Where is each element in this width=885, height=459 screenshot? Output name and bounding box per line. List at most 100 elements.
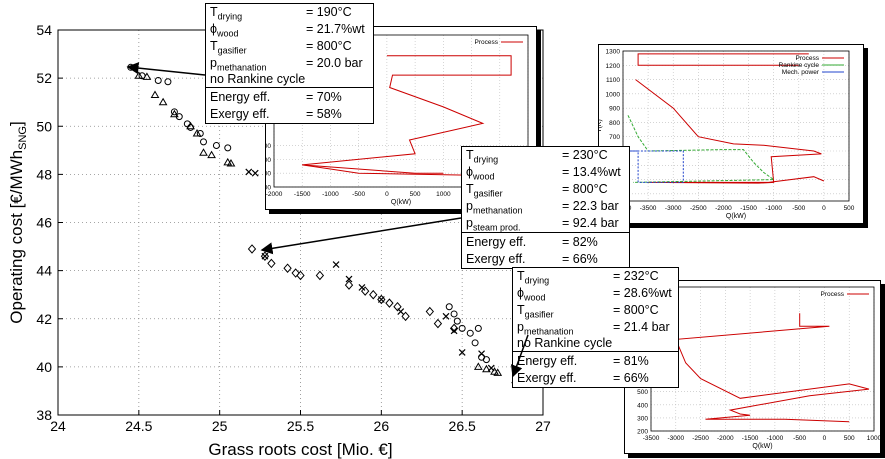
param-row: Tgasifier = 800°C — [206, 38, 373, 56]
y-tick-label: 42 — [36, 311, 52, 327]
data-point-triangle — [473, 362, 483, 370]
annotation-1-params: Tdrying = 190°C ϕwood = 21.7%wt Tgasifier =… — [206, 4, 373, 87]
data-point-diamond — [401, 311, 410, 322]
param-symbol: T — [210, 39, 218, 53]
param-label: psteam prod. — [466, 215, 520, 237]
param-symbol: T — [466, 182, 474, 196]
data-point-diamond — [296, 270, 305, 281]
data-point-circle — [445, 303, 453, 311]
inset-y-tick-label: 300 — [266, 171, 271, 178]
data-point-diamond — [291, 268, 300, 278]
param-symbol: ϕ — [466, 165, 474, 179]
param-subscript: methanation — [472, 205, 523, 216]
inset-x-tick-label: -500 — [793, 435, 806, 442]
inset-x-tick-label: -2000 — [266, 191, 283, 198]
inset-y-tick-label: 700 — [609, 134, 620, 141]
param-row: ϕwood = 28.6%wt — [513, 285, 678, 303]
inset-y-tick-label: 400 — [637, 402, 648, 409]
inset-x-tick-label: -3500 — [643, 435, 660, 442]
eff-label: Exergy eff. — [466, 252, 526, 266]
param-value: = 13.4%wt — [562, 165, 621, 179]
annotation-box-1: Tdrying = 190°C ϕwood = 21.7%wt Tgasifier =… — [205, 3, 374, 124]
data-point-triangle — [142, 72, 152, 80]
eff-value: = 66% — [562, 252, 598, 266]
param-symbol: T — [466, 148, 474, 162]
eff-label: Exergy eff. — [517, 371, 577, 385]
param-symbol: p — [466, 199, 473, 213]
x-tick-label: 27 — [535, 418, 551, 434]
inset-x-tick-label: -3000 — [667, 435, 684, 442]
data-point-diamond — [449, 323, 459, 334]
data-point-circle — [200, 138, 207, 146]
data-point-diamond — [433, 318, 443, 329]
inset-x-tick-label: 500 — [844, 435, 855, 442]
data-point-circle — [466, 329, 474, 337]
param-label: pmethanation — [210, 55, 267, 77]
param-row: Tgasifier = 800°C — [513, 302, 678, 320]
param-row: no Rankine cycle — [206, 72, 373, 87]
inset-x-tick-label: 0 — [823, 435, 827, 442]
data-point-circle — [170, 108, 178, 116]
param-label: ϕwood — [517, 285, 546, 307]
data-point-diamond — [344, 280, 354, 290]
inset-y-tick-label: 800 — [609, 120, 620, 127]
data-point-triangle — [199, 148, 208, 156]
inset-curve — [675, 313, 870, 423]
param-label: Tdrying — [466, 147, 498, 169]
inset-curve — [635, 79, 825, 184]
inset-x-tick-label: 500 — [844, 205, 855, 212]
param-value: = 232°C — [613, 269, 659, 283]
data-point-circle — [482, 356, 490, 364]
y-axis-label-end: ] — [7, 121, 26, 126]
param-subscript: steam prod. — [472, 222, 521, 233]
inset-x-tick-label: 1000 — [867, 435, 880, 442]
param-row: psteam prod. = 92.4 bar — [462, 215, 629, 233]
data-point-diamond — [247, 244, 257, 254]
inset-y-tick-label: 400 — [266, 157, 271, 164]
param-label: no Rankine cycle — [210, 72, 306, 86]
inset-2-plot: -4000-3500-3000-2500-2000-1500-1000-5000… — [596, 49, 855, 221]
param-symbol: T — [517, 303, 525, 317]
param-subscript: wood — [524, 292, 546, 303]
inset-y-tick-label: 500 — [266, 143, 271, 150]
inset-x-tick-label: -1000 — [765, 205, 782, 212]
param-symbol: p — [466, 216, 473, 230]
inset-x-tick-label: -2500 — [690, 205, 707, 212]
data-point-diamond — [283, 263, 292, 273]
param-symbol: ϕ — [517, 286, 525, 300]
param-row: pmethanation = 22.3 bar — [462, 198, 629, 216]
data-point-cross — [251, 169, 259, 177]
param-value: = 190°C — [306, 5, 352, 19]
data-point-cross — [450, 327, 458, 335]
data-point-triangle — [158, 97, 168, 106]
y-axis-label: Operating cost [€/MWhSNG] — [7, 121, 29, 323]
inset-x-tick-label: 500 — [410, 191, 421, 198]
inset-x-tick-label: -2500 — [692, 435, 709, 442]
param-value: = 92.4 bar — [562, 216, 619, 230]
x-axis-label: Grass roots cost [Mio. €] — [208, 440, 392, 459]
inset-y-tick-label: 1200 — [606, 63, 621, 70]
param-label: Tdrying — [517, 268, 549, 290]
y-tick-label: 50 — [36, 118, 52, 134]
x-tick-label: 24.5 — [125, 418, 152, 434]
data-point-triangle — [170, 109, 179, 118]
eff-label: Energy eff. — [466, 235, 527, 249]
inset-y-tick-label: 1100 — [606, 77, 620, 84]
param-label: no Rankine cycle — [517, 336, 613, 350]
data-point-diamond — [393, 301, 402, 312]
param-row: pmethanation = 20.0 bar — [206, 55, 373, 73]
annotation-2-params: Tdrying = 230°C ϕwood = 13.4%wt Tgasifier =… — [462, 147, 629, 233]
y-axis-label-sub: SNG — [17, 126, 29, 150]
param-value: = 21.7%wt — [306, 22, 365, 36]
inset-x-tick-label: -3000 — [665, 205, 682, 212]
param-label: pmethanation — [466, 198, 523, 220]
data-point-diamond — [425, 306, 434, 317]
eff-label: Exergy eff. — [210, 107, 270, 121]
inset-y-axis-label: T(K) — [599, 119, 603, 133]
eff-row: Energy eff. = 70% — [206, 89, 373, 106]
data-point-triangle — [150, 90, 160, 98]
inset-y-tick-label: 500 — [637, 389, 648, 396]
param-value: = 21.4 bar — [613, 320, 670, 334]
inset-curve — [627, 115, 776, 183]
inset-x-tick-label: 0 — [822, 205, 826, 212]
